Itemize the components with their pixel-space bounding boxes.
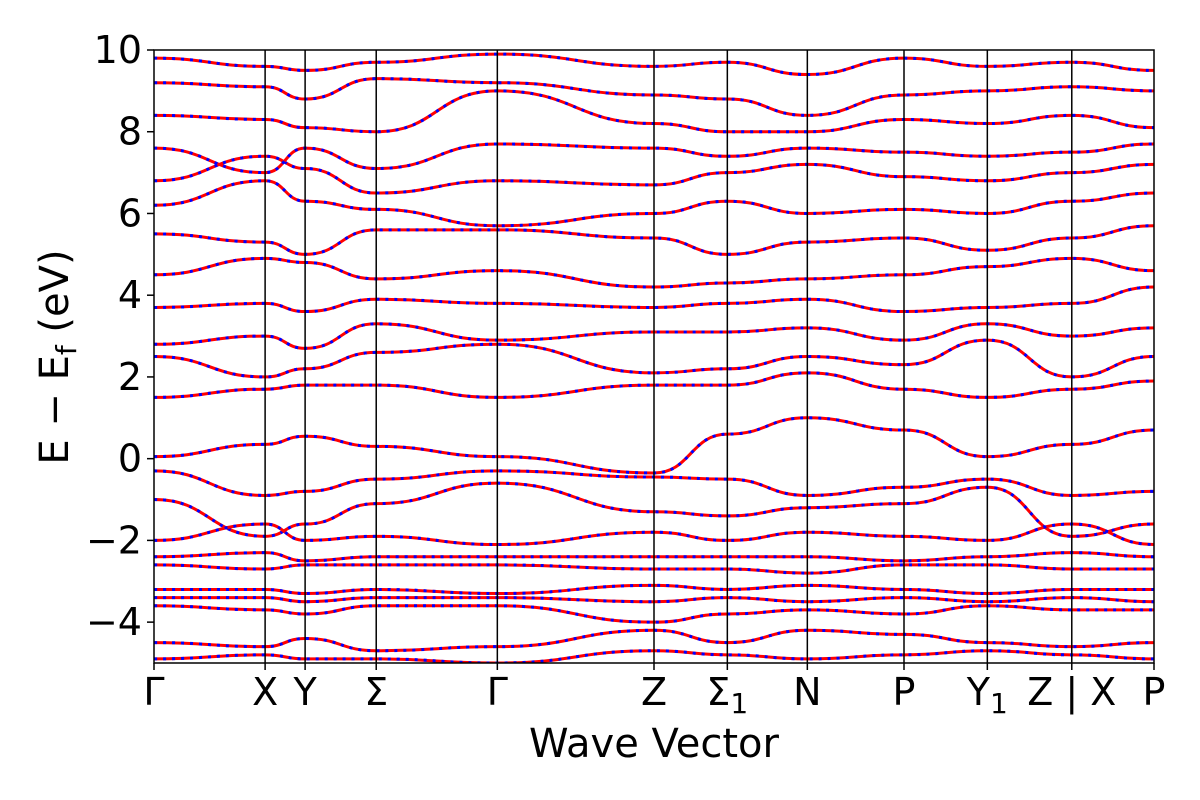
band-line-dashed <box>154 371 1154 399</box>
x-tick-label: P <box>1143 670 1166 714</box>
x-tick-label: Γ <box>487 670 508 714</box>
x-tick-label: Y1 <box>966 670 1008 720</box>
high-symmetry-lines <box>264 50 1073 663</box>
x-tick-label-subscript: 1 <box>730 687 748 720</box>
band-line-dashed <box>154 649 1154 663</box>
x-tick-label: P <box>893 670 916 714</box>
y-tick-label: 8 <box>118 110 142 154</box>
x-tick-label: Y <box>293 670 318 714</box>
band-line-dashed <box>154 522 1154 546</box>
x-tick-label-text: X <box>252 670 278 714</box>
x-tick-label: Σ <box>364 670 388 714</box>
x-tick-label: Σ1 <box>706 670 748 720</box>
band-line <box>154 481 1154 538</box>
x-tick-label: Z | X <box>1027 670 1116 715</box>
x-tick-label-text: Σ <box>364 670 388 714</box>
y-tick-label: −4 <box>86 600 142 644</box>
y-tick-label: 0 <box>118 437 142 481</box>
x-tick-label-text: Z <box>641 670 667 714</box>
band-line-dashed <box>154 52 1154 77</box>
x-tick-label-text: P <box>893 670 916 714</box>
y-tick-label: 2 <box>118 355 142 399</box>
x-tick-label-text: Y <box>293 670 318 714</box>
x-tick-label: Z <box>641 670 667 714</box>
x-tick-label-text: Y <box>966 670 991 714</box>
x-tick-label-text: Γ <box>143 670 164 714</box>
x-tick-label: Γ <box>143 670 164 714</box>
x-tick-label-text: P <box>1143 670 1166 714</box>
x-tick-label-text: Z | X <box>1027 670 1116 715</box>
y-tick-label: 10 <box>94 28 142 72</box>
x-tick-label-text: N <box>793 670 821 714</box>
y-axis-title-unit: (eV) <box>32 249 78 345</box>
band-line-dashed <box>154 604 1154 624</box>
x-tick-label-text: Σ <box>706 670 730 714</box>
y-tick-label: 4 <box>118 273 142 317</box>
y-axis-title-main: E − E <box>32 355 78 465</box>
band-line-dashed <box>154 179 1154 228</box>
y-tick-label: 6 <box>118 191 142 235</box>
x-tick-label: N <box>793 670 821 714</box>
y-axis-title: E − Ef (eV) <box>32 249 83 464</box>
x-tick-label-text: Γ <box>487 670 508 714</box>
y-axis-ticks: 10 8 6 4 2 0 −2 −4 <box>86 28 154 644</box>
band-line-dashed <box>154 583 1154 596</box>
x-tick-label-subscript: 1 <box>990 687 1008 720</box>
y-axis-title-subscript: f <box>50 344 83 355</box>
y-tick-label: −2 <box>86 518 142 562</box>
x-tick-label: X <box>252 670 278 714</box>
x-axis-title: Wave Vector <box>529 721 780 767</box>
